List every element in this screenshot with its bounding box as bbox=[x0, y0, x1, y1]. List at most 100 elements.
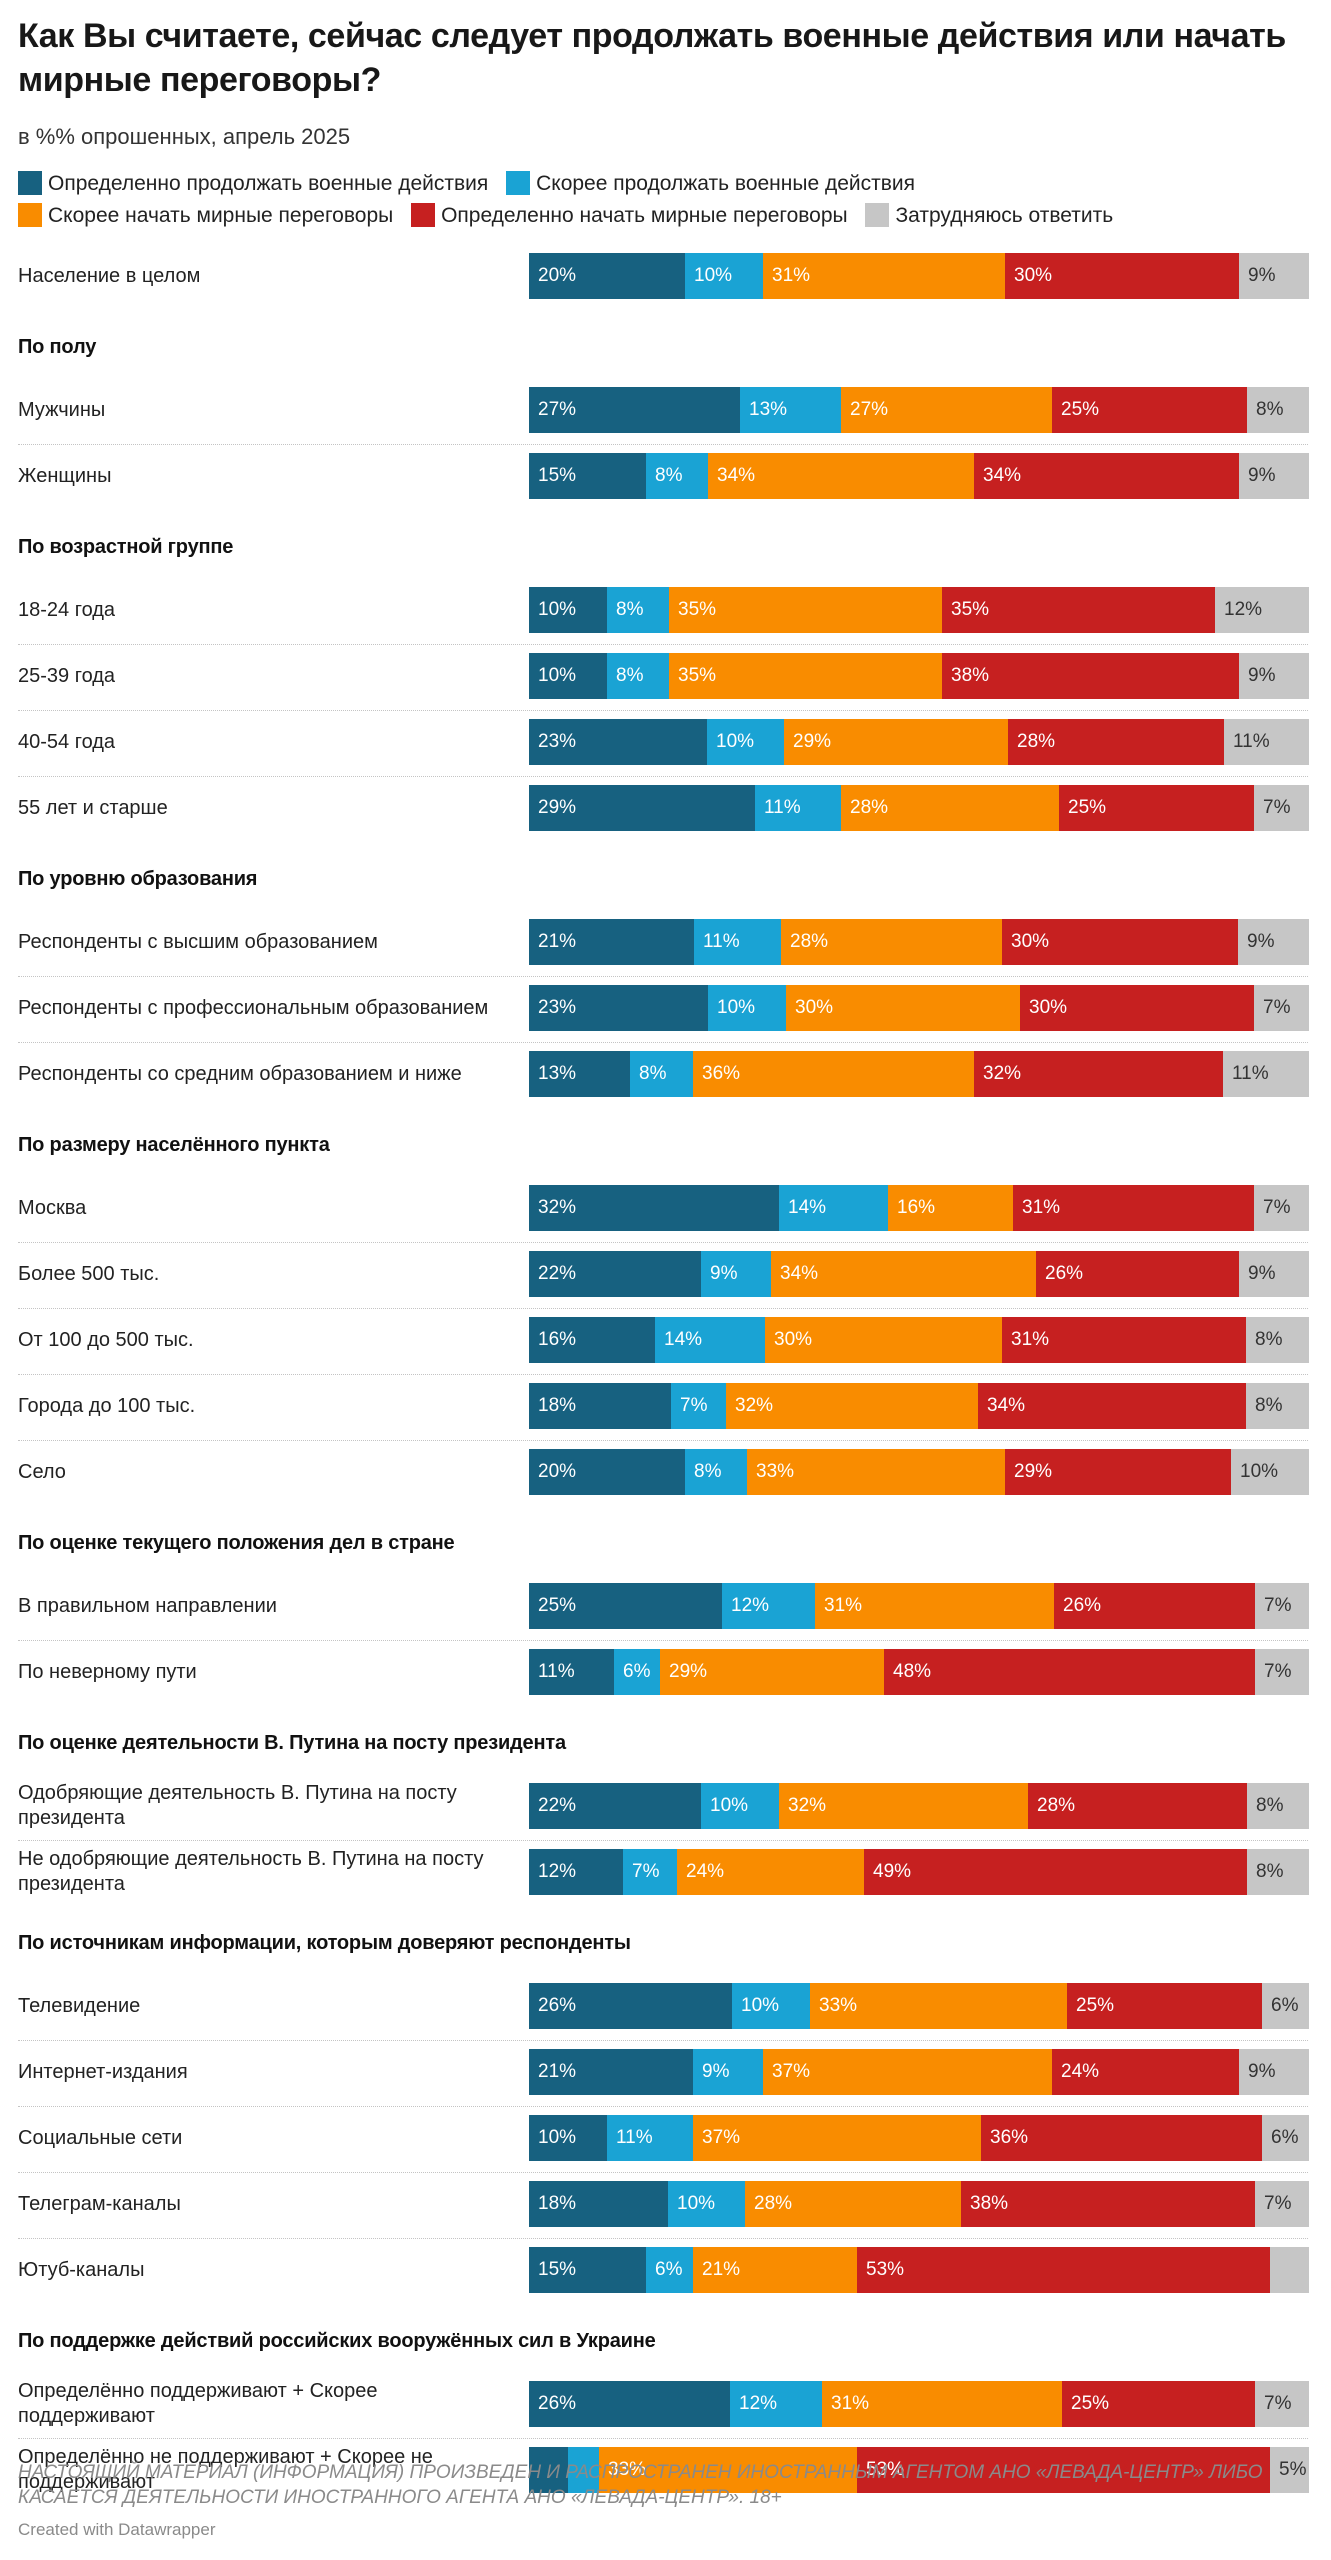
legend-swatch bbox=[411, 203, 436, 227]
data-label: 11% bbox=[1233, 731, 1270, 752]
bar-segment bbox=[1008, 719, 1224, 765]
data-label: 7% bbox=[632, 1861, 660, 1882]
data-label: 8% bbox=[1256, 1795, 1284, 1816]
row-separator bbox=[18, 444, 1308, 445]
data-label: 30% bbox=[1014, 265, 1053, 286]
bar-segment bbox=[708, 453, 974, 499]
row-separator bbox=[18, 1042, 1308, 1043]
bar-segment bbox=[701, 1783, 779, 1829]
bar-segment bbox=[693, 2115, 981, 2161]
data-label: 25% bbox=[1076, 1995, 1115, 2016]
stacked-bar: 29% 11% 28% 25% 7% bbox=[529, 785, 1309, 831]
data-label: 16% bbox=[897, 1197, 936, 1218]
bar-segment bbox=[763, 2049, 1052, 2095]
bar-segment bbox=[529, 1051, 630, 1097]
data-label: 20% bbox=[538, 265, 577, 286]
data-label: 10% bbox=[538, 2127, 577, 2148]
data-label: 8% bbox=[1255, 1395, 1283, 1416]
data-label: 12% bbox=[538, 1861, 577, 1882]
data-label: 31% bbox=[824, 1595, 863, 1616]
bar-segment bbox=[1005, 253, 1239, 299]
bar-segment bbox=[1239, 2049, 1309, 2095]
data-label: 11% bbox=[703, 931, 740, 952]
stacked-bar: 13% 8% 36% 32% 11% bbox=[529, 1051, 1309, 1097]
data-label: 30% bbox=[774, 1329, 813, 1350]
data-label: 14% bbox=[788, 1197, 827, 1218]
bar-segment bbox=[529, 1983, 732, 2029]
stacked-bar: 10% 11% 37% 36% 6% bbox=[529, 2115, 1309, 2161]
legend-swatch bbox=[865, 203, 890, 227]
bar-segment bbox=[529, 1649, 614, 1695]
data-label: 11% bbox=[538, 1661, 575, 1682]
bar-segment bbox=[1270, 2247, 1309, 2293]
bar-segment bbox=[974, 453, 1239, 499]
data-label: 7% bbox=[1263, 1197, 1291, 1218]
group-title: По источникам информации, которым доверя… bbox=[18, 1932, 631, 1954]
data-label: 13% bbox=[538, 1063, 577, 1084]
row-label: Определённо не поддерживают + Скорее не … bbox=[18, 2446, 433, 2493]
legend: Определенно продолжать военные действия … bbox=[18, 168, 1308, 232]
data-label: 7% bbox=[1264, 1661, 1292, 1682]
bar-segment bbox=[1052, 2049, 1239, 2095]
stacked-bar: 23% 10% 30% 30% 7% bbox=[529, 985, 1309, 1031]
row-separator bbox=[18, 1242, 1308, 1243]
data-label: 5% bbox=[1279, 2459, 1307, 2480]
bar-segment bbox=[607, 2115, 693, 2161]
bar-segment bbox=[614, 1649, 660, 1695]
stacked-bar: 11% 6% 29% 48% 7% bbox=[529, 1649, 1309, 1695]
data-label: 29% bbox=[793, 731, 832, 752]
data-label: 9% bbox=[1247, 931, 1275, 952]
data-label: 32% bbox=[735, 1395, 774, 1416]
bar-segment bbox=[529, 719, 707, 765]
bar-segment bbox=[707, 719, 784, 765]
foreign-agent-disclaimer: НАСТОЯЩИЙ МАТЕРИАЛ (ИНФОРМАЦИЯ) ПРОИЗВЕД… bbox=[18, 2462, 1263, 2508]
legend-swatch bbox=[506, 171, 531, 195]
legend-item: Определенно начать мирные переговоры bbox=[411, 203, 848, 227]
bar-segment bbox=[708, 985, 786, 1031]
data-label: 27% bbox=[850, 399, 889, 420]
bar-segment bbox=[730, 2381, 822, 2427]
data-label: 35% bbox=[678, 665, 717, 686]
bar-segment bbox=[529, 919, 694, 965]
data-label: 38% bbox=[970, 2193, 1009, 2214]
bar-segment bbox=[841, 785, 1059, 831]
row-label: Респонденты с профессиональным образован… bbox=[18, 996, 489, 1019]
data-label: 29% bbox=[1014, 1461, 1053, 1482]
data-label: 25% bbox=[538, 1595, 577, 1616]
bar-segment bbox=[529, 1185, 779, 1231]
data-label: 11% bbox=[1232, 1063, 1269, 1084]
data-label: 29% bbox=[538, 797, 577, 818]
bar-segment bbox=[529, 1317, 655, 1363]
bar-segment bbox=[685, 1449, 747, 1495]
bar-segment bbox=[779, 1783, 1028, 1829]
stacked-bar: 21% 11% 28% 30% 9% bbox=[529, 919, 1309, 965]
bar-segment bbox=[747, 1449, 1005, 1495]
row-label: Респонденты с высшим образованием bbox=[18, 930, 378, 953]
row-separator bbox=[18, 2238, 1308, 2239]
legend-item: Скорее начать мирные переговоры bbox=[18, 203, 393, 227]
bar-segment bbox=[529, 1849, 623, 1895]
row-label: Социальные сети bbox=[18, 2126, 183, 2149]
bar-segment bbox=[1247, 1849, 1309, 1895]
data-label: 6% bbox=[623, 1661, 651, 1682]
data-label: 10% bbox=[717, 997, 756, 1018]
row-label: Респонденты со средним образованием и ни… bbox=[18, 1062, 462, 1085]
bar-segment bbox=[1013, 1185, 1254, 1231]
data-label: 28% bbox=[850, 797, 889, 818]
bar-segment bbox=[529, 1583, 722, 1629]
bar-segment bbox=[765, 1317, 1002, 1363]
row-separator bbox=[18, 776, 1308, 777]
bar-segment bbox=[669, 587, 942, 633]
data-label: 53% bbox=[866, 2259, 905, 2280]
bar-segment bbox=[529, 453, 646, 499]
data-label: 12% bbox=[731, 1595, 770, 1616]
bar-segment bbox=[1247, 387, 1309, 433]
stacked-bar: 22% 9% 34% 26% 9% bbox=[529, 1251, 1309, 1297]
data-label: 18% bbox=[538, 2193, 577, 2214]
stacked-bar: 26% 10% 33% 25% 6% bbox=[529, 1983, 1309, 2029]
row-label: 25-39 года bbox=[18, 664, 116, 687]
bar-segment bbox=[529, 2381, 730, 2427]
bar-segment bbox=[1067, 1983, 1262, 2029]
legend-label: Определенно продолжать военные действия bbox=[48, 172, 489, 195]
